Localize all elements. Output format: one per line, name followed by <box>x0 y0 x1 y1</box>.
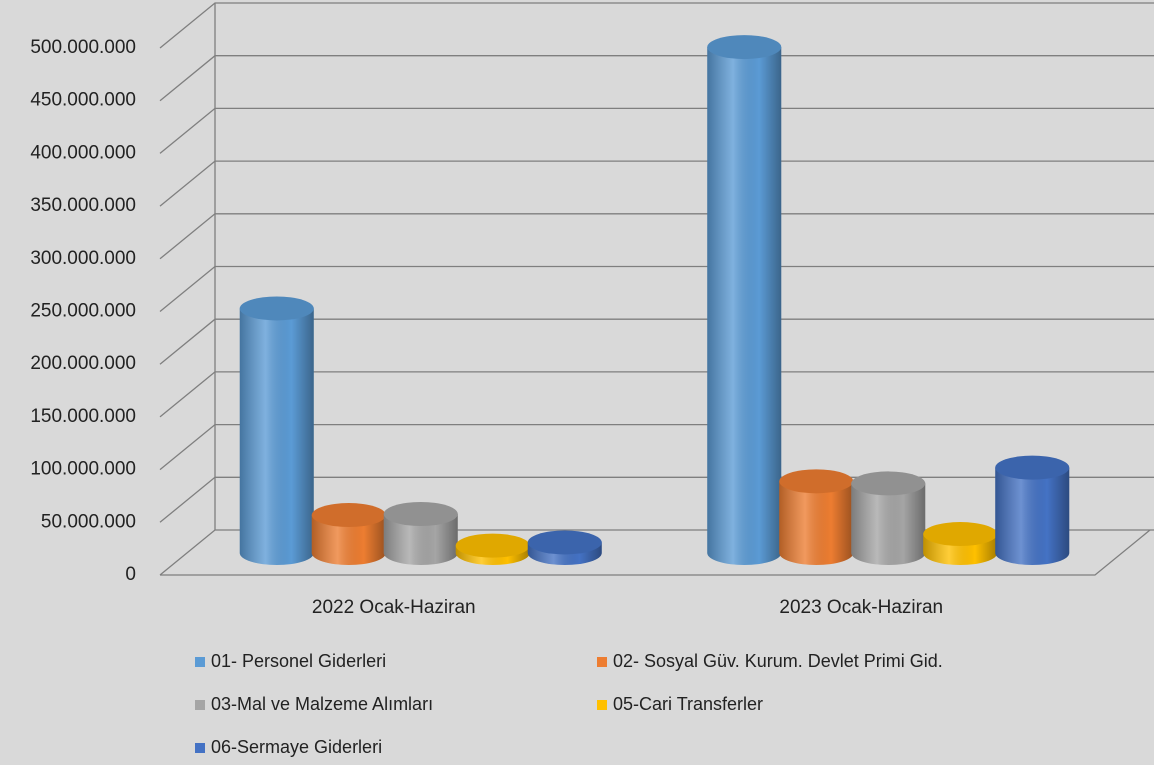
y-tick-label: 250.000.000 <box>30 301 136 322</box>
y-tick-label: 400.000.000 <box>30 142 136 163</box>
bar-top-shade <box>311 503 386 528</box>
bar-top <box>707 35 782 60</box>
bar-top-shade <box>995 455 1070 480</box>
grid-line <box>159 107 1154 154</box>
bar <box>527 530 602 565</box>
legend-swatch <box>597 700 607 710</box>
bar <box>779 469 854 565</box>
y-tick-label: 200.000.000 <box>30 353 136 374</box>
bar-top-shade <box>239 296 314 321</box>
bar <box>851 471 926 565</box>
bar-shade <box>851 483 926 565</box>
y-tick-label: 150.000.000 <box>30 406 136 427</box>
bar-shade <box>383 514 458 565</box>
bar-top-shade <box>383 502 458 527</box>
bar <box>383 502 458 565</box>
bar-shade <box>995 467 1070 565</box>
bar-top <box>383 502 458 527</box>
legend-label: 02- Sosyal Güv. Kurum. Devlet Primi Gid. <box>613 651 943 671</box>
bar-top-shade <box>707 35 782 60</box>
legend-label: 03-Mal ve Malzeme Alımları <box>211 694 433 714</box>
y-tick-label: 500.000.000 <box>30 37 136 58</box>
bar-top <box>311 503 386 528</box>
bar-top-shade <box>851 471 926 496</box>
x-tick-label: 2022 Ocak-Haziran <box>312 597 476 618</box>
bar-shade <box>311 515 386 565</box>
y-tick-label: 350.000.000 <box>30 195 136 216</box>
bar <box>455 533 530 565</box>
bar <box>995 455 1070 565</box>
bar-top <box>995 455 1070 480</box>
bar-top-shade <box>779 469 854 494</box>
bar <box>239 296 314 565</box>
bar-shade <box>779 481 854 565</box>
grid-line <box>159 423 1154 471</box>
y-tick-label: 0 <box>125 564 136 585</box>
bar-top <box>851 471 926 496</box>
bar-top <box>527 530 602 555</box>
grid-line <box>159 213 1154 260</box>
bar-top <box>923 522 998 547</box>
grid-line <box>159 160 1154 207</box>
legend-swatch <box>597 657 607 667</box>
bar-shade <box>707 47 782 565</box>
grid-line <box>159 2 1154 49</box>
bar-top <box>239 296 314 321</box>
legend-swatch <box>195 657 205 667</box>
bar-top-shade <box>923 522 998 547</box>
legend-label: 01- Personel Giderleri <box>211 651 386 671</box>
floor-edge <box>160 529 1151 576</box>
y-tick-label: 300.000.000 <box>30 248 136 269</box>
grid-line <box>159 371 1154 418</box>
bar-top <box>779 469 854 494</box>
bar-shade <box>239 308 314 565</box>
legend-label: 06-Sermaye Giderleri <box>211 737 382 757</box>
bar <box>923 522 998 565</box>
x-tick-label: 2023 Ocak-Haziran <box>779 597 943 618</box>
grid-line <box>159 265 1154 313</box>
grid-line <box>159 55 1154 102</box>
bar-top-shade <box>455 533 530 558</box>
grid-line <box>159 318 1154 365</box>
legend-label: 05-Cari Transferler <box>613 694 763 714</box>
legend-swatch <box>195 743 205 753</box>
bar <box>707 35 782 565</box>
y-tick-label: 50.000.000 <box>41 511 136 532</box>
bar-top <box>455 533 530 558</box>
bar <box>311 503 386 565</box>
legend-swatch <box>195 700 205 710</box>
y-tick-label: 450.000.000 <box>30 90 136 111</box>
y-tick-label: 100.000.000 <box>30 459 136 480</box>
bar-top-shade <box>527 530 602 555</box>
